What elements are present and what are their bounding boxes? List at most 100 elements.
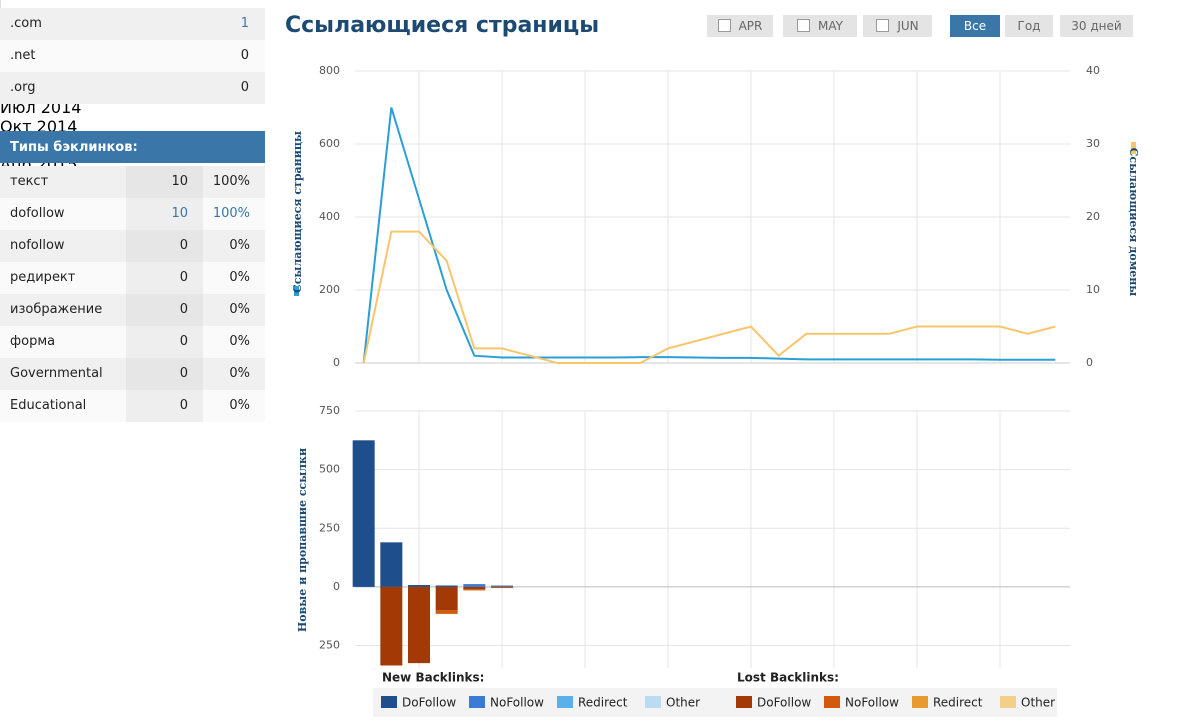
- type-name: Educational: [10, 398, 87, 413]
- domain-row: .net 0: [0, 40, 265, 72]
- type-name: редирект: [10, 270, 76, 285]
- y-tick-label: 500: [319, 463, 340, 476]
- month-label: JUN: [897, 19, 919, 33]
- domain-count: 0: [240, 48, 249, 63]
- domain-name: .com: [10, 16, 42, 31]
- y-tick-label: 250: [319, 521, 340, 534]
- legend-swatch: [1131, 142, 1136, 154]
- y-tick-label: 200: [319, 283, 340, 296]
- bar: [463, 589, 486, 591]
- type-count: 0: [179, 366, 188, 381]
- range-button[interactable]: Год: [1005, 15, 1053, 37]
- type-count: 0: [179, 270, 188, 285]
- type-name: Governmental: [10, 366, 103, 381]
- legend-swatch: [381, 696, 397, 708]
- type-percent: 0%: [229, 270, 250, 285]
- y-tick-label: 0: [333, 580, 340, 593]
- legend-label: DoFollow: [757, 696, 811, 710]
- type-count: 0: [179, 398, 188, 413]
- type-name: изображение: [10, 302, 103, 317]
- y2-tick-label: 30: [1086, 137, 1100, 150]
- type-count-cell: [126, 390, 203, 422]
- page-title: Ссылающиеся страницы: [285, 13, 600, 38]
- checkbox: [876, 19, 890, 32]
- legend-swatch: [824, 696, 840, 708]
- y-tick-label: 0: [333, 356, 340, 369]
- type-count: 0: [179, 238, 188, 253]
- type-name: форма: [10, 334, 56, 349]
- month-toggle[interactable]: MAY: [783, 15, 857, 37]
- bar: [435, 610, 458, 614]
- legend-swatch: [294, 286, 299, 296]
- y2-axis-label: Ссылающиеся домены: [1127, 148, 1140, 297]
- type-count: 10: [171, 206, 188, 221]
- type-count-cell: [126, 230, 203, 262]
- month-toggle[interactable]: APR: [707, 15, 773, 37]
- bar: [380, 542, 403, 587]
- y-tick-label: 600: [319, 137, 340, 150]
- legend-label: NoFollow: [490, 696, 544, 710]
- type-row: nofollow 0 0%: [0, 230, 265, 262]
- domain-row: .com 1: [0, 8, 265, 40]
- y-tick-label: 750: [319, 404, 340, 417]
- domain-name: .org: [10, 80, 36, 95]
- legend-label: Redirect: [578, 696, 628, 710]
- bar: [463, 584, 486, 587]
- legend-title: New Backlinks:: [382, 671, 484, 685]
- legend-title: Lost Backlinks:: [737, 671, 839, 685]
- y2-tick-label: 40: [1086, 64, 1100, 77]
- legend-label: Other: [1021, 696, 1055, 710]
- legend-swatch: [736, 696, 752, 708]
- month-label: MAY: [818, 19, 843, 33]
- bar: [491, 586, 513, 587]
- type-name: nofollow: [10, 238, 65, 253]
- type-row: редирект 0 0%: [0, 262, 265, 294]
- type-percent: 100%: [212, 206, 250, 221]
- domain-row: .org 0: [0, 72, 265, 104]
- type-percent: 0%: [229, 334, 250, 349]
- type-percent: 0%: [229, 366, 250, 381]
- y2-tick-label: 20: [1086, 210, 1100, 223]
- type-percent: 0%: [229, 238, 250, 253]
- type-percent: 0%: [229, 302, 250, 317]
- bar: [352, 440, 375, 587]
- type-count-cell: [126, 358, 203, 390]
- legend-swatch: [1000, 696, 1016, 708]
- checkbox: [797, 19, 811, 32]
- domain-count: 0: [240, 80, 249, 95]
- type-name: dofollow: [10, 206, 65, 221]
- type-row: форма 0 0%: [0, 326, 265, 358]
- type-count-cell: [126, 262, 203, 294]
- legend-box: [373, 688, 1057, 717]
- range-button[interactable]: Все: [950, 15, 1000, 37]
- bar: [491, 586, 513, 588]
- bar: [435, 586, 458, 611]
- legend-label: NoFollow: [845, 696, 899, 710]
- y-axis-label: Новые и пропавшие ссылки: [296, 448, 309, 632]
- type-count-cell: [126, 166, 203, 198]
- bar: [463, 586, 486, 590]
- type-row: текст 10 100%: [0, 166, 265, 198]
- y2-tick-label: 10: [1086, 283, 1100, 296]
- type-percent: 0%: [229, 398, 250, 413]
- legend-swatch: [912, 696, 928, 708]
- series-line: [362, 107, 1056, 364]
- range-button[interactable]: 30 дней: [1060, 15, 1133, 37]
- y-tick-label: 250: [319, 639, 340, 652]
- month-toggle[interactable]: JUN: [863, 15, 932, 37]
- bar: [408, 585, 430, 587]
- types-title: Типы бэклинков:: [0, 131, 265, 163]
- type-count-cell: [126, 326, 203, 358]
- y-tick-label: 800: [319, 64, 340, 77]
- y-tick-label: 400: [319, 210, 340, 223]
- legend-swatch: [645, 696, 661, 708]
- type-row: Educational 0 0%: [0, 390, 265, 422]
- legend-label: Other: [666, 696, 700, 710]
- type-row: Governmental 0 0%: [0, 358, 265, 390]
- y-axis-label: Ссылающиеся страницы: [291, 131, 304, 293]
- bar: [491, 585, 513, 587]
- type-count: 0: [179, 334, 188, 349]
- type-count-cell: [126, 294, 203, 326]
